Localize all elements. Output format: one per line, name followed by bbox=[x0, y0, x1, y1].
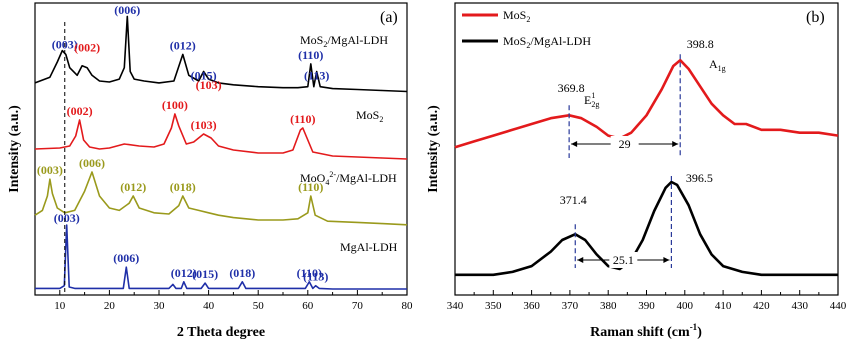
xrd-line-mos2 bbox=[34, 113, 408, 160]
peak-label-018: (018) bbox=[229, 266, 255, 280]
xrd-line-mgal-ldh bbox=[35, 224, 407, 290]
panel-a-series bbox=[34, 15, 408, 290]
b-tick-label: 360 bbox=[523, 300, 540, 312]
panel-a-label: (a) bbox=[380, 9, 398, 26]
a-tick-label: 20 bbox=[104, 300, 116, 312]
xrd-line-mos2-mgal-ldh bbox=[34, 15, 408, 93]
mode-label-e2g: E1 2g bbox=[584, 91, 599, 109]
panel-b-x-ticks: 340 350 360 370 380 390 400 410 420 430 440 bbox=[447, 290, 847, 312]
raman-line-mos2 bbox=[454, 58, 839, 149]
peak-label-002: (002) bbox=[67, 104, 93, 118]
a-tick-label: 70 bbox=[352, 300, 364, 312]
a-tick-label: 30 bbox=[154, 300, 166, 312]
panel-b: (b) 340 350 360 370 380 390 400 410 420 430 440 29… bbox=[426, 2, 847, 340]
b-tick-label: 390 bbox=[638, 300, 655, 312]
label-moo4-mgal-ldh: MoO42-/MgAl-LDH bbox=[300, 170, 397, 187]
raman-peak-label-398-8: 398.8 bbox=[687, 37, 714, 51]
peak-label-110: (110) bbox=[298, 180, 323, 194]
panel-b-label: (b) bbox=[806, 9, 825, 26]
panel-a-x-ticks: 10 20 30 40 50 60 70 80 bbox=[34, 290, 414, 312]
label-mos2-mgal-ldh: MoS2/MgAl-LDH bbox=[300, 33, 388, 49]
legend-label-mos2-mgal-ldh: MoS2/MgAl-LDH bbox=[503, 34, 591, 50]
b-tick-label: 410 bbox=[715, 300, 732, 312]
panel-b-series bbox=[454, 58, 839, 277]
peak-label-103: (103) bbox=[196, 78, 222, 92]
b-tick-label: 380 bbox=[600, 300, 617, 312]
peak-label-006: (006) bbox=[79, 156, 105, 170]
peak-label-015: (015) bbox=[192, 267, 218, 281]
b-tick-label: 370 bbox=[562, 300, 579, 312]
peak-label-100: (100) bbox=[162, 98, 188, 112]
peak-label-003: (003) bbox=[54, 211, 80, 225]
a-tick-label: 40 bbox=[203, 300, 215, 312]
panel-a-peak-labels: (003)(002)(006)(012)(015)(103)(110)(113)… bbox=[37, 3, 330, 284]
peak-label-110: (110) bbox=[290, 112, 315, 126]
raman-peak-label-396-5: 396.5 bbox=[686, 171, 713, 185]
gap-label-bg bbox=[610, 136, 639, 152]
b-tick-label: 400 bbox=[677, 300, 694, 312]
b-tick-label: 340 bbox=[447, 300, 464, 312]
peak-label-006: (006) bbox=[114, 3, 140, 17]
panel-b-legend: MoS2 MoS2/MgAl-LDH bbox=[462, 8, 591, 50]
b-tick-label: 350 bbox=[485, 300, 502, 312]
peak-label-018: (018) bbox=[170, 180, 196, 194]
panel-a-xlabel: 2 Theta degree bbox=[177, 325, 265, 340]
panel-b-xlabel: Raman shift (cm-1) bbox=[590, 322, 702, 340]
b-tick-label: 430 bbox=[791, 300, 808, 312]
xrd-line-moo4-2-mgal-ldh bbox=[34, 171, 408, 226]
raman-peak-label-371-4: 371.4 bbox=[560, 193, 587, 207]
peak-label-003: (003) bbox=[37, 163, 63, 177]
peak-label-110: (110) bbox=[297, 266, 322, 280]
peak-label-110: (110) bbox=[298, 48, 323, 62]
peak-label-113: (113) bbox=[303, 270, 328, 284]
a-tick-label: 10 bbox=[54, 300, 66, 312]
gap-arrow-head-right bbox=[663, 257, 670, 263]
a-tick-label: 80 bbox=[402, 300, 414, 312]
raman-line-mos2-mgal-ldh bbox=[455, 180, 838, 277]
panel-b-peak-markers: 29 369.8 398.8 25.1 371.4 396.5 bbox=[558, 37, 714, 268]
b-tick-label: 440 bbox=[830, 300, 847, 312]
peak-label-103: (103) bbox=[191, 118, 217, 132]
panel-a: (a) 10 20 30 40 50 60 70 80 (003) (002) (006) (012… bbox=[7, 2, 414, 340]
peak-label-012: (012) bbox=[171, 266, 197, 280]
label-mgal-ldh: MgAl-LDH bbox=[340, 240, 398, 254]
peak-label-113: (113) bbox=[304, 69, 329, 83]
peak-label-015: (015) bbox=[191, 69, 217, 83]
b-tick-label: 420 bbox=[753, 300, 770, 312]
mode-label-a1g: A1g bbox=[709, 57, 726, 73]
gap-label-25-1: 25.1 bbox=[613, 253, 634, 267]
raman-peak-label-369-8: 369.8 bbox=[558, 81, 585, 95]
gap-label-29: 29 bbox=[619, 137, 631, 151]
peak-label-006: (006) bbox=[113, 251, 139, 265]
gap-arrow-head-left bbox=[577, 257, 584, 263]
peak-label-012: (012) bbox=[170, 38, 196, 52]
gap-label-bg bbox=[609, 252, 638, 268]
label-mos2: MoS2 bbox=[356, 108, 383, 124]
gap-arrow-head-right bbox=[672, 141, 679, 147]
peak-label-002: (002) bbox=[74, 41, 100, 55]
a-tick-label: 60 bbox=[302, 300, 314, 312]
panel-a-ylabel: Intensity (a.u.) bbox=[7, 105, 22, 193]
panel-b-ylabel: Intensity (a.u.) bbox=[426, 105, 441, 193]
peak-label-012: (012) bbox=[120, 180, 146, 194]
a-tick-label: 50 bbox=[253, 300, 265, 312]
gap-arrow-head-left bbox=[571, 141, 578, 147]
legend-label-mos2: MoS2 bbox=[503, 8, 530, 24]
